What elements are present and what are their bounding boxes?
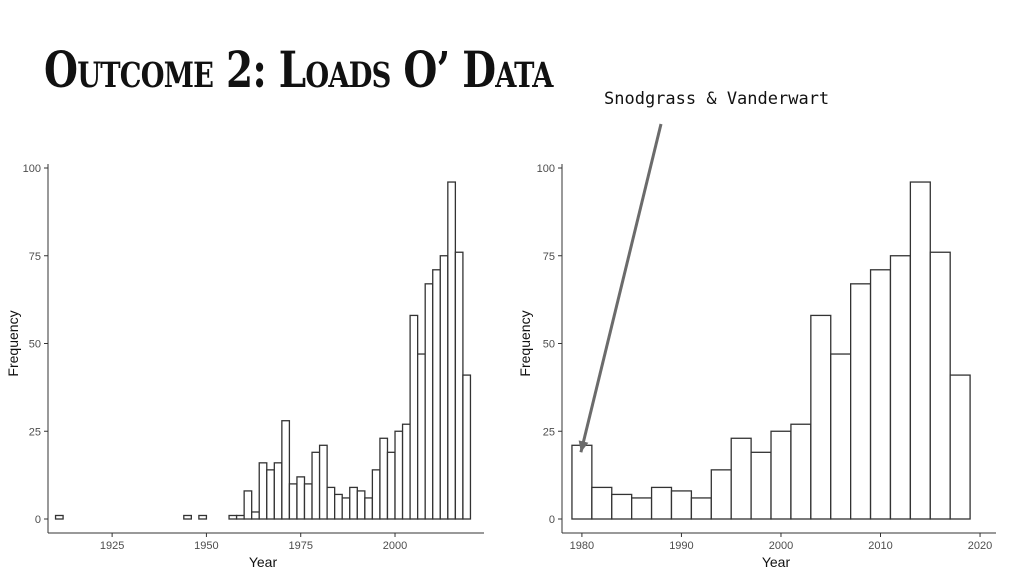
- histogram-bar: [929, 251, 951, 520]
- bars: [54, 181, 472, 520]
- histogram-bar: [296, 476, 306, 520]
- slide-title: Outcome 2: Loads O’ Data: [44, 40, 553, 99]
- y-tick-label: 25: [29, 426, 41, 438]
- histogram-left: 0 25 50 75 100 1925 1950 1975 2000 Year Frequency: [5, 163, 484, 570]
- x-axis-title: Year: [762, 554, 791, 570]
- histogram-bar: [447, 181, 457, 520]
- y-tick-label: 0: [35, 514, 41, 526]
- histogram-bar: [889, 255, 912, 520]
- x-axis-title: Year: [249, 554, 278, 570]
- x-tick-label: 2010: [868, 540, 892, 552]
- histogram-bar: [326, 486, 336, 520]
- histogram-bar: [770, 430, 792, 520]
- histogram-bar: [311, 451, 321, 520]
- histogram-bar: [949, 374, 971, 520]
- histogram-bar: [690, 497, 712, 520]
- histogram-bar: [810, 314, 832, 520]
- histogram-bar: [371, 469, 381, 520]
- histogram-bar: [454, 251, 464, 520]
- histogram-bar: [235, 514, 245, 520]
- histogram-bar: [830, 353, 852, 520]
- histogram-bar: [251, 511, 260, 520]
- histogram-bar: [571, 444, 593, 520]
- histogram-bar: [631, 497, 653, 520]
- histogram-bar: [750, 451, 772, 520]
- y-tick-label: 100: [23, 163, 41, 175]
- histogram-bar: [303, 483, 313, 520]
- histogram-bar: [432, 269, 441, 520]
- x-tick-label: 2020: [968, 540, 992, 552]
- histogram-bar: [281, 420, 291, 520]
- annotation-label: Snodgrass & Vanderwart: [604, 89, 830, 109]
- y-axis-title: Frequency: [5, 310, 21, 376]
- histogram-bar: [409, 314, 419, 520]
- histogram-bar: [416, 353, 426, 520]
- histogram-bar: [650, 486, 673, 520]
- y-tick-label: 75: [29, 251, 41, 263]
- histogram-bar: [591, 486, 613, 520]
- y-axis-title: Frequency: [517, 310, 533, 376]
- histogram-bar: [273, 462, 283, 520]
- histogram-bar: [198, 514, 208, 520]
- histogram-bar: [462, 374, 472, 520]
- histogram-bar: [869, 269, 892, 520]
- x-tick-label: 2000: [769, 540, 793, 552]
- y-tick-label: 50: [543, 339, 555, 351]
- y-tick-label: 25: [543, 426, 555, 438]
- x-tick-label: 1975: [288, 540, 312, 552]
- histogram-bar: [334, 493, 343, 520]
- histogram-bar: [424, 283, 434, 520]
- histogram-bar: [349, 486, 358, 520]
- histogram-bar: [386, 451, 396, 520]
- x-tick-label: 1990: [669, 540, 693, 552]
- histogram-bar: [266, 469, 275, 520]
- histogram-bar: [243, 490, 253, 520]
- histogram-bar: [909, 181, 931, 520]
- x-tick-label: 1980: [570, 540, 594, 552]
- histogram-bar: [356, 490, 366, 520]
- histogram-bar: [670, 490, 693, 520]
- histogram-bar: [228, 514, 238, 520]
- x-tick-label: 1950: [194, 540, 218, 552]
- histogram-bar: [611, 493, 633, 520]
- y-tick-label: 75: [543, 251, 555, 263]
- y-tick-label: 100: [537, 163, 555, 175]
- histogram-bar: [850, 283, 872, 520]
- x-tick-label: 1925: [100, 540, 124, 552]
- histogram-bar: [401, 423, 411, 520]
- histogram-bar: [54, 514, 64, 520]
- histogram-right: 0 25 50 75 100 1980 1990 2000 2010 2020 Year Freque…: [517, 163, 996, 570]
- histogram-bar: [364, 497, 374, 520]
- x-tick-label: 2000: [383, 540, 407, 552]
- histogram-bar: [318, 444, 328, 520]
- histogram-bar: [183, 514, 192, 520]
- histogram-bar: [730, 437, 752, 520]
- histogram-bar: [439, 255, 449, 520]
- histogram-bar: [379, 437, 389, 520]
- y-tick-label: 0: [549, 514, 555, 526]
- histogram-bar: [288, 483, 298, 520]
- histogram-bar: [710, 469, 732, 520]
- histogram-bar: [394, 430, 404, 520]
- histogram-bar: [790, 423, 812, 520]
- histogram-bar: [341, 497, 351, 520]
- bars: [571, 181, 971, 520]
- y-tick-label: 50: [29, 339, 41, 351]
- histogram-bar: [258, 462, 268, 520]
